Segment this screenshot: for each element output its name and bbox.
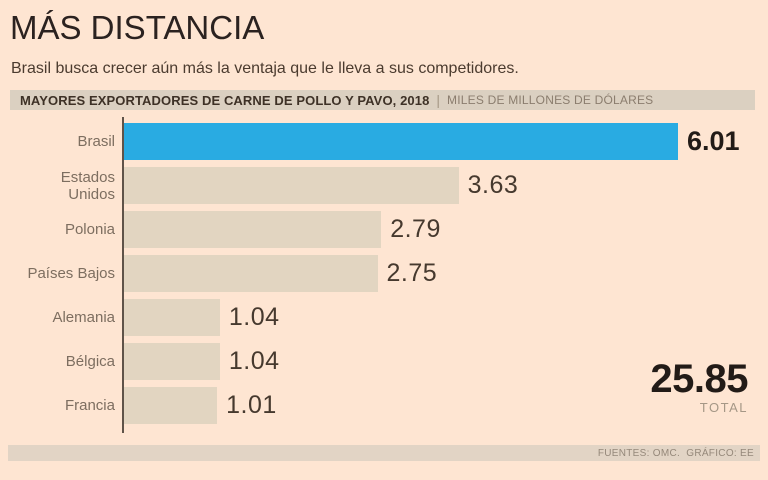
category-label: Francia bbox=[64, 397, 115, 414]
chart-row: Alemania 1.04 bbox=[10, 299, 758, 336]
bar bbox=[124, 387, 218, 424]
page-subtitle: Brasil busca crecer aún más la ventaja q… bbox=[11, 60, 519, 77]
footer-band: FUENTES: OMC. GRÁFICO: EE bbox=[8, 445, 760, 461]
chart-row: Polonia 2.79 bbox=[10, 211, 758, 248]
bar bbox=[124, 167, 459, 204]
chart-row: Bélgica 1.04 bbox=[10, 343, 758, 380]
sources-credit: FUENTES: OMC. GRÁFICO: EE bbox=[597, 447, 754, 459]
bar-value: 2.75 bbox=[386, 259, 438, 287]
bar-value: 1.01 bbox=[226, 391, 277, 419]
chart-units-label: MILES DE MILLONES DE DÓLARES bbox=[447, 93, 654, 107]
bar-wrap: 1.04 bbox=[124, 299, 280, 336]
bar bbox=[124, 211, 382, 248]
page-title: MÁS DISTANCIA bbox=[10, 9, 265, 46]
bar-wrap: 2.79 bbox=[124, 211, 441, 248]
bar bbox=[124, 299, 220, 336]
bar-wrap: 2.75 bbox=[124, 255, 437, 292]
total-value: 25.85 bbox=[650, 357, 748, 401]
chart-header-separator: | bbox=[436, 92, 441, 108]
bar-wrap: 3.63 bbox=[124, 167, 518, 204]
bar-wrap: 1.01 bbox=[124, 387, 277, 424]
bar-wrap: 6.01 bbox=[124, 123, 740, 160]
bar-chart: Brasil 6.01 Estados Unidos 3.63 Polonia 2.79 P… bbox=[10, 117, 758, 433]
chart-row: Brasil 6.01 bbox=[10, 123, 758, 160]
chart-rows: Brasil 6.01 Estados Unidos 3.63 Polonia 2.79 P… bbox=[10, 123, 758, 431]
bar bbox=[124, 255, 378, 292]
bar-value: 6.01 bbox=[687, 126, 740, 156]
bar-value: 1.04 bbox=[228, 303, 280, 331]
bar-value: 2.79 bbox=[390, 215, 441, 243]
category-label: Polonia bbox=[64, 221, 115, 238]
bar-value: 1.04 bbox=[228, 347, 280, 375]
chart-title: MAYORES EXPORTADORES DE CARNE DE POLLO Y… bbox=[20, 92, 430, 108]
bar-highlighted bbox=[124, 123, 678, 160]
category-label: Estados Unidos bbox=[60, 168, 115, 203]
y-axis-line bbox=[122, 117, 124, 433]
chart-row: Países Bajos 2.75 bbox=[10, 255, 758, 292]
bar-wrap: 1.04 bbox=[124, 343, 280, 380]
bar-value: 3.63 bbox=[467, 171, 519, 199]
category-label: Brasil bbox=[77, 133, 115, 150]
category-label: Países Bajos bbox=[27, 265, 115, 282]
bar bbox=[124, 343, 220, 380]
category-label: Alemania bbox=[52, 309, 115, 326]
total-label: TOTAL bbox=[699, 400, 748, 415]
chart-row: Francia 1.01 bbox=[10, 387, 758, 424]
chart-row: Estados Unidos 3.63 bbox=[10, 167, 758, 204]
chart-header-band: MAYORES EXPORTADORES DE CARNE DE POLLO Y… bbox=[10, 90, 755, 110]
category-label: Bélgica bbox=[65, 353, 115, 370]
total-block: 25.85 TOTAL bbox=[650, 358, 748, 415]
